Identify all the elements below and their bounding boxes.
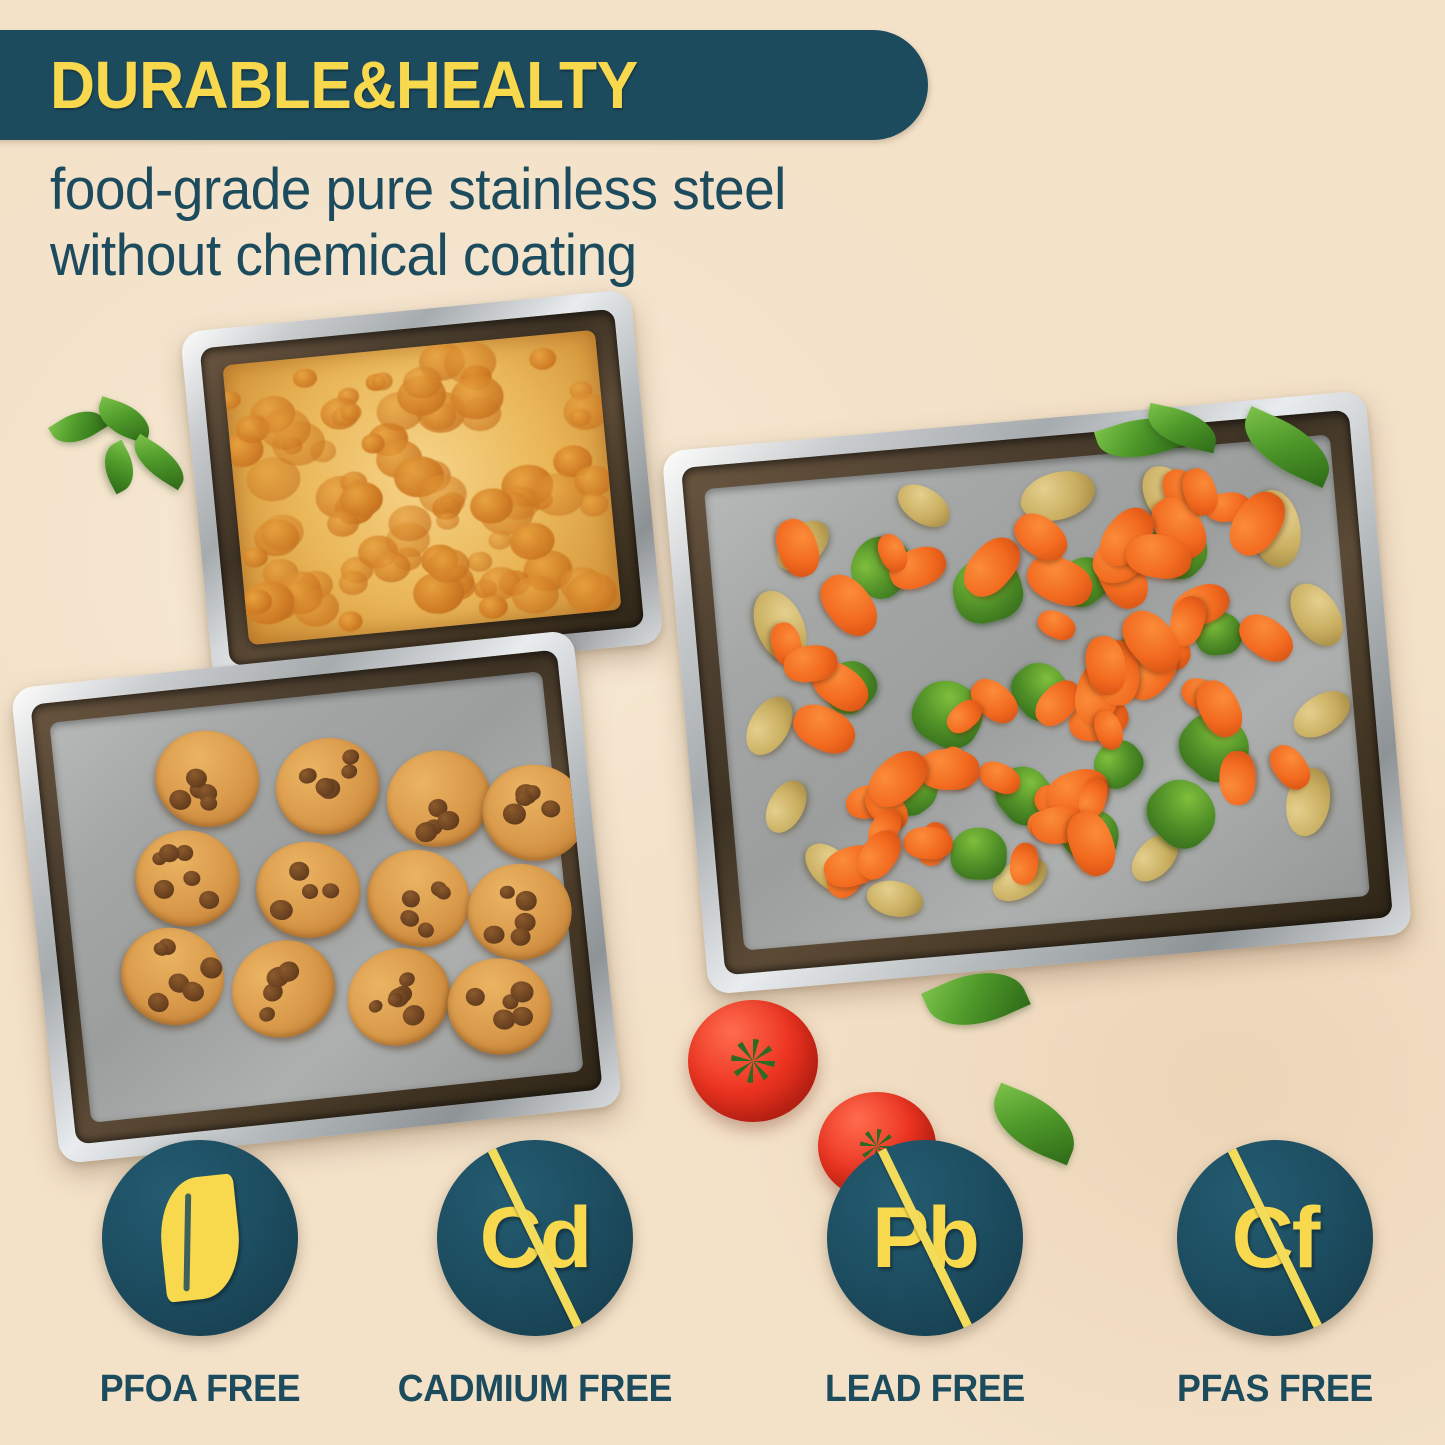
subtitle-line-2: without chemical coating [50, 223, 637, 288]
casserole-browned-spot [337, 569, 369, 596]
badge-label-pfoa: PFOA FREE [99, 1368, 301, 1410]
badge-lead: Pb [827, 1140, 1023, 1336]
badge-label-cadmium: CADMIUM FREE [397, 1368, 673, 1410]
tomato-stem [731, 1039, 775, 1083]
cookie [331, 931, 468, 1064]
vegetable-tray [661, 390, 1413, 995]
casserole-browned-spot [339, 402, 363, 423]
subtitle-line-1: food-grade pure stainless steel [50, 157, 786, 222]
cookie [251, 836, 366, 943]
chocolate-chip [415, 919, 437, 941]
tray-floor [49, 671, 594, 1123]
chocolate-chip [321, 882, 341, 900]
cookie-tray [10, 629, 623, 1165]
baby-potato [757, 773, 814, 840]
cookie [439, 950, 560, 1064]
badge-pfas: Cf [1177, 1140, 1373, 1336]
cookie [377, 740, 500, 858]
cookie [106, 911, 240, 1042]
baby-potato [736, 689, 802, 764]
chocolate-chip [301, 882, 320, 900]
badge-label-pfas: PFAS FREE [1177, 1368, 1373, 1410]
chocolate-chip [500, 886, 515, 899]
tomato-large [688, 1000, 818, 1122]
cookie [467, 863, 572, 961]
chocolate-chip [269, 898, 295, 922]
cookie [475, 757, 594, 870]
cookie [217, 924, 351, 1054]
chocolate-chip [144, 989, 172, 1016]
carrot-piece [1218, 750, 1256, 806]
cookie [146, 721, 268, 837]
chocolate-chip [158, 842, 180, 863]
badge-label-lead: LEAD FREE [825, 1368, 1025, 1410]
cookie [352, 833, 486, 963]
chocolate-chip [297, 766, 318, 787]
badge-pfoa [102, 1140, 298, 1336]
subtitle-text: food-grade pure stainless steel without … [50, 157, 1114, 289]
carrot-piece [1033, 605, 1080, 645]
tray-floor [704, 434, 1370, 951]
chocolate-chip [515, 891, 538, 911]
badge-cadmium: Cd [437, 1140, 633, 1336]
chocolate-chip [366, 997, 386, 1016]
cookie [263, 725, 391, 848]
chocolate-chip [197, 954, 226, 982]
chocolate-chip [340, 747, 361, 767]
casserole-browned-spot [528, 346, 558, 371]
chocolate-chip [510, 1005, 535, 1028]
casserole-browned-spot [487, 529, 512, 551]
cookie [130, 824, 245, 932]
baby-potato [1285, 681, 1359, 748]
tray-inner [681, 409, 1393, 976]
chocolate-chip [339, 762, 359, 781]
chocolate-chip [198, 889, 221, 910]
baby-potato [889, 476, 957, 537]
header-banner: DURABLE&HEALTY [0, 30, 928, 140]
banner-title: DURABLE&HEALTY [50, 47, 638, 123]
chocolate-chip [483, 925, 505, 944]
casserole-browned-spot [292, 367, 318, 390]
chocolate-chip [257, 1005, 278, 1024]
broccoli-floret [949, 826, 1008, 881]
chocolate-chip [153, 878, 176, 900]
chocolate-chip [464, 986, 487, 1008]
casserole-browned-spot [337, 610, 364, 633]
baby-potato [863, 876, 926, 922]
tray-inner [199, 308, 645, 667]
carrot-piece [903, 825, 954, 861]
chocolate-chip [540, 799, 562, 820]
leaf-icon [154, 1173, 246, 1303]
baked-casserole [222, 329, 622, 646]
casserole-tray [180, 289, 664, 686]
tray-inner [30, 649, 603, 1145]
chocolate-chip [183, 869, 202, 887]
casserole-browned-spot [578, 491, 610, 518]
chocolate-chip [399, 887, 423, 910]
carrot-piece [1231, 605, 1302, 671]
chocolate-chip [288, 860, 311, 882]
chocolate-chip [510, 927, 532, 947]
casserole-browned-spot [222, 390, 242, 411]
